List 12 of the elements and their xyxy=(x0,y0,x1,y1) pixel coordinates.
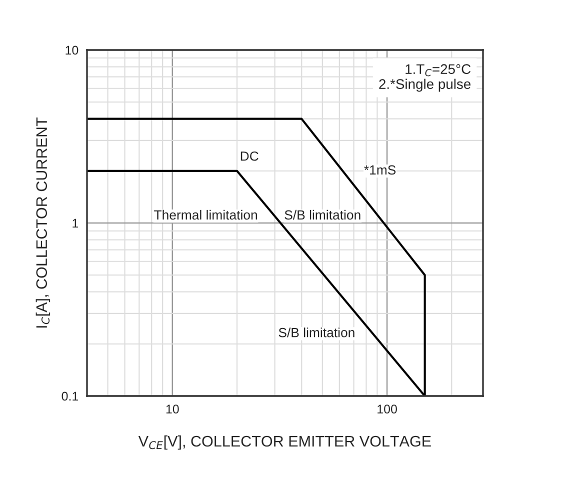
y-tick-label: 10 xyxy=(66,46,78,55)
y-tick-label: 1 xyxy=(72,218,78,228)
x-tick-label: 100 xyxy=(378,404,397,414)
annotation: *1mS xyxy=(364,165,396,175)
annotation: S/B limitation xyxy=(284,210,360,220)
x-axis-title: V$_{CE}$[V], COLLECTOR EMITTER VOLTAGE xyxy=(138,435,431,450)
annotation: 1.T$_{C}$=25°C 2.*Single pulse xyxy=(379,64,471,92)
y-tick-label: 0.1 xyxy=(62,392,78,401)
y-axis-title: I$_{C}$[A], COLLECTOR CURRENT xyxy=(36,118,50,328)
annotation: S/B limitation xyxy=(278,328,354,338)
annotation: Thermal limitation xyxy=(154,210,258,220)
annotation: DC xyxy=(240,151,258,161)
